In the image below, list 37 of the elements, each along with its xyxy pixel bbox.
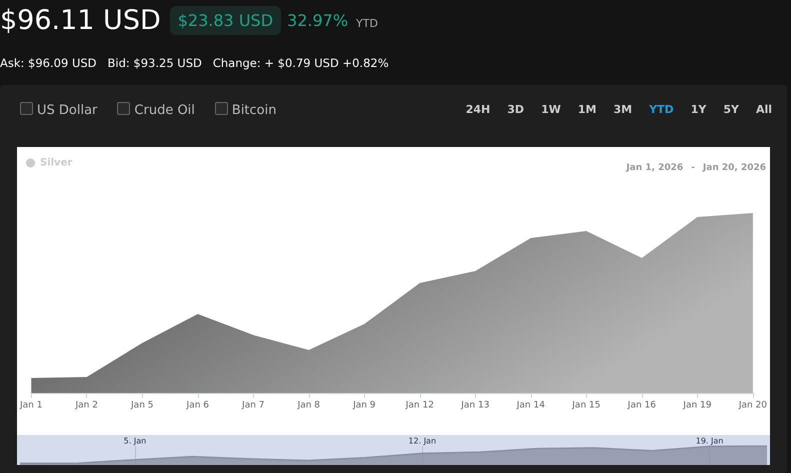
text: 1Y <box>690 103 706 116</box>
x-tick-label: Jan 7 <box>241 400 265 410</box>
x-tick-label: Jan 5 <box>130 400 154 410</box>
text: 1W <box>541 103 561 116</box>
x-tick-label: Jan 16 <box>626 400 656 410</box>
text: Crude Oil <box>133 102 195 118</box>
text: YTD <box>356 17 378 30</box>
text: 3D <box>507 103 524 116</box>
text: 32.97% <box>287 11 348 30</box>
text: All <box>756 103 772 116</box>
chart-subtitle: Ask: $96.09 USD Bid: $93.25 USD Change: + $0.79 USD +0.82% <box>0 56 389 70</box>
text: 5Y <box>723 103 739 116</box>
x-tick-label: Jan 2 <box>74 400 98 410</box>
x-tick-label: Jan 6 <box>186 400 210 410</box>
text: YTD <box>649 103 674 116</box>
text: 24H <box>466 103 490 116</box>
x-tick-label: Jan 12 <box>404 400 434 410</box>
text: 3M <box>613 103 632 116</box>
text: Jan 1, 2026 <box>626 163 684 173</box>
x-tick-label: Jan 14 <box>516 400 546 410</box>
x-tick-label: Jan 8 <box>296 400 320 410</box>
x-tick-label: Jan 9 <box>352 400 376 410</box>
text: - <box>691 163 695 173</box>
x-tick-label: Jan 1 <box>18 400 42 410</box>
chart-title: $96.11 USD <box>0 5 161 36</box>
x-tick-label: Jan 15 <box>571 400 600 410</box>
x-tick-label: Jan 20 <box>738 400 768 410</box>
x-tick-label: 5. Jan <box>124 436 146 446</box>
x-tick-label: 19. Jan <box>696 436 724 446</box>
text: US Dollar <box>36 102 98 118</box>
x-tick-label: 12. Jan <box>408 436 436 446</box>
text: 1M <box>578 103 596 116</box>
text: Bitcoin <box>230 102 276 118</box>
text: $23.83 USD <box>170 6 282 35</box>
text: Jan 20, 2026 <box>702 163 766 173</box>
x-tick-label: Jan 19 <box>682 400 712 410</box>
x-tick-label: Jan 13 <box>460 400 490 410</box>
